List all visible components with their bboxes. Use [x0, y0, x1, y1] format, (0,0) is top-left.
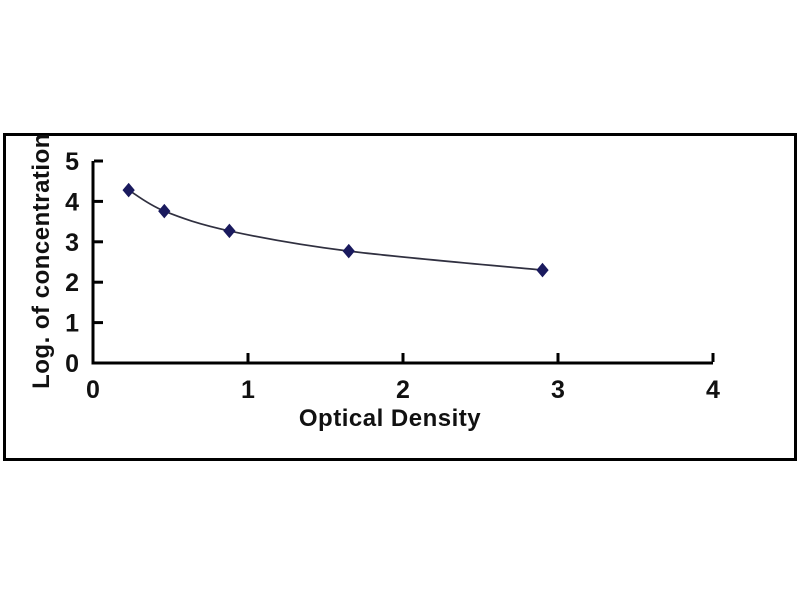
data-point-marker [122, 182, 135, 198]
data-point-marker [223, 223, 236, 239]
y-tick-label: 3 [65, 229, 79, 257]
y-tick-label: 4 [65, 188, 79, 216]
y-tick-label: 1 [65, 310, 79, 338]
chart-frame [3, 133, 797, 461]
data-point-marker [158, 203, 171, 219]
axes-lines [91, 161, 713, 365]
data-point-marker [536, 262, 549, 278]
x-tick-label: 1 [241, 376, 255, 404]
standard-curve-line [128, 189, 543, 271]
x-tick-label: 2 [396, 376, 410, 404]
y-tick-label: 5 [65, 148, 79, 176]
x-axis-title: Optical Density [298, 405, 482, 432]
x-tick-label: 0 [86, 376, 100, 404]
y-tick-label: 0 [65, 350, 79, 378]
data-point-marker [342, 243, 355, 259]
y-tick-label: 2 [65, 269, 79, 297]
x-tick-label: 4 [706, 376, 720, 404]
x-tick-label: 3 [551, 376, 565, 404]
